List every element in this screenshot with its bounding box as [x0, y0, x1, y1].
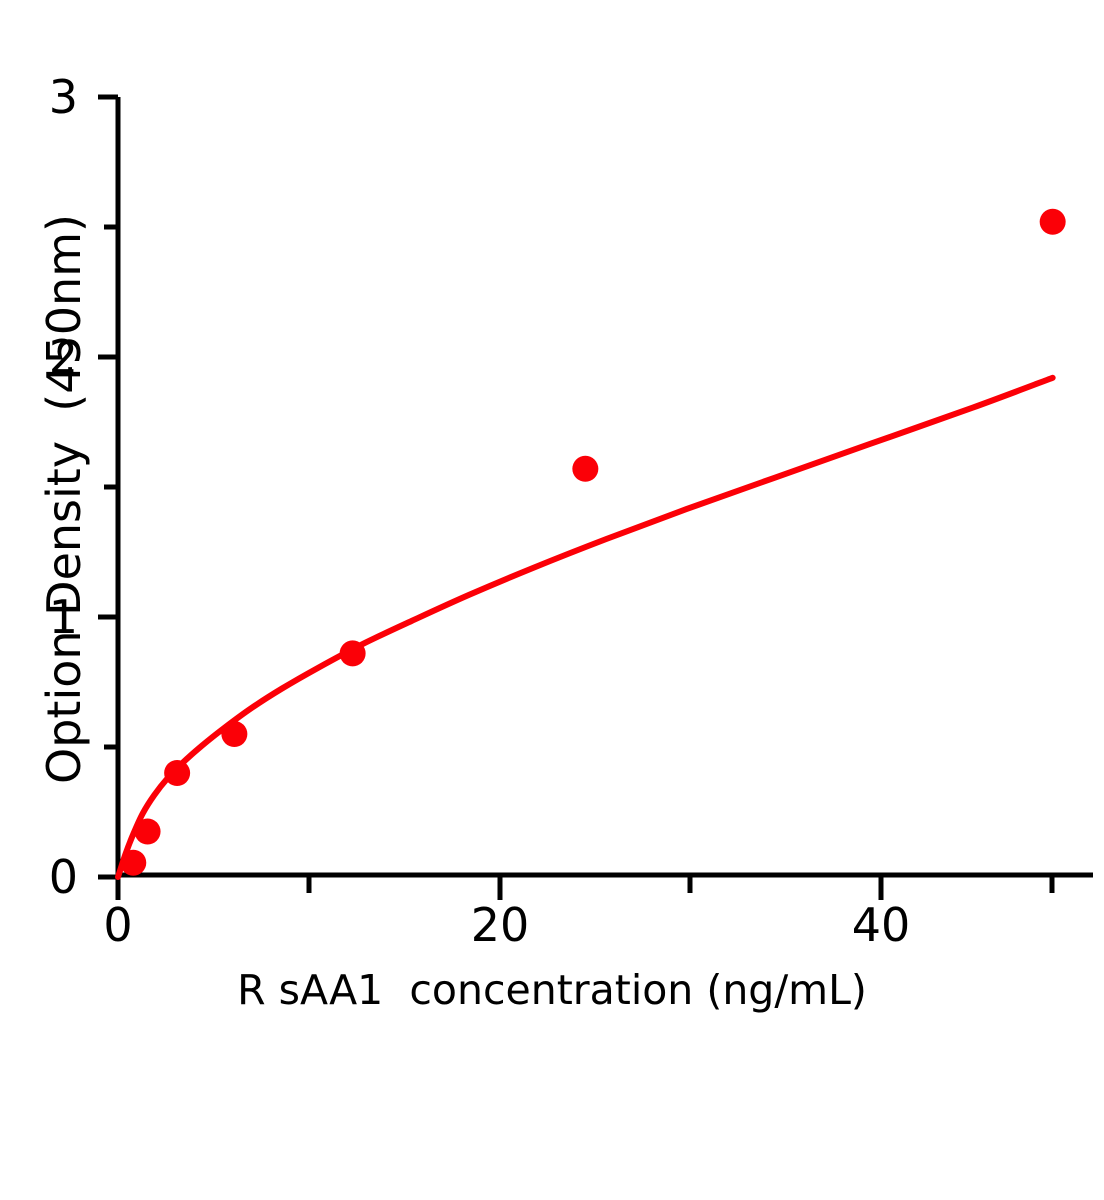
data-point [572, 455, 599, 482]
x-axis-minor-ticks [306, 875, 1055, 893]
standard-curve-line [115, 374, 1056, 880]
data-point [1039, 208, 1066, 235]
y-tick-label-1: 1 [48, 590, 78, 644]
y-axis-title: Option Density (450nm) [37, 214, 91, 784]
y-tick-label-0: 0 [48, 850, 78, 904]
y-axis-minor-ticks [104, 224, 118, 750]
data-point [134, 818, 161, 845]
data-point [339, 640, 366, 667]
x-tick-label-0: 0 [103, 898, 133, 952]
y-tick-label-2: 2 [48, 330, 78, 384]
data-point [164, 760, 191, 786]
x-axis-major-ticks [115, 875, 884, 900]
data-point [221, 721, 248, 747]
x-tick-label-40: 40 [851, 898, 911, 952]
y-axis-major-ticks [98, 94, 118, 880]
x-axis-title: R sAA1 concentration (ng/mL) [237, 966, 867, 1014]
y-tick-label-3: 3 [48, 70, 78, 124]
data-point-group [120, 208, 1066, 876]
x-tick-label-20: 20 [470, 898, 530, 952]
data-point [120, 849, 147, 876]
